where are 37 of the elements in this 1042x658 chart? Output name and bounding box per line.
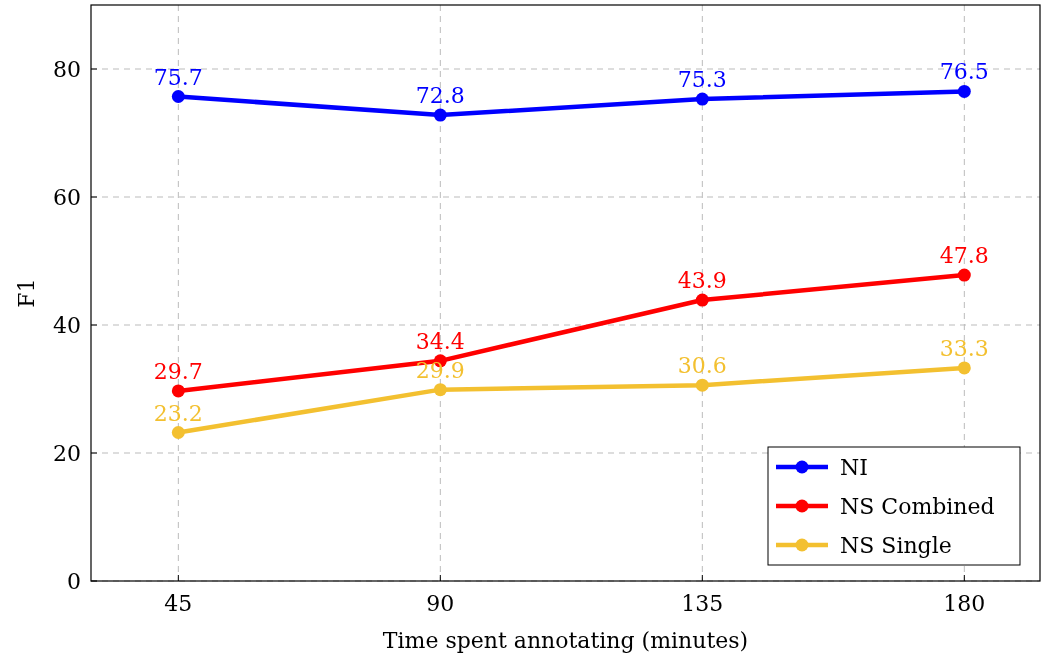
point — [695, 378, 709, 392]
data-label: 23.2 — [153, 400, 203, 426]
data-label: 33.3 — [939, 335, 989, 361]
x-tick-label: 135 — [681, 591, 724, 616]
x-tick-label: 45 — [164, 591, 193, 616]
point — [171, 426, 185, 440]
x-tick-label: 90 — [426, 591, 455, 616]
point — [957, 361, 971, 375]
point — [695, 293, 709, 307]
point — [171, 384, 185, 398]
legend-label: NS Combined — [840, 494, 995, 519]
data-label: 29.7 — [153, 358, 203, 384]
point — [433, 383, 447, 397]
data-label: 34.4 — [415, 328, 465, 354]
data-label: 29.9 — [415, 357, 465, 383]
data-label: 72.8 — [415, 83, 465, 109]
legend-label: NI — [840, 455, 868, 480]
y-tick-label: 60 — [53, 185, 81, 210]
data-label: 43.9 — [677, 268, 727, 294]
legend-label: NS Single — [840, 533, 952, 558]
point — [957, 268, 971, 282]
x-tick-label: 180 — [943, 591, 986, 616]
y-tick-label: 20 — [53, 441, 81, 466]
y-tick-label: 40 — [53, 313, 81, 338]
data-label: 75.3 — [677, 67, 727, 93]
data-label: 75.7 — [153, 64, 203, 90]
point — [171, 90, 185, 104]
data-label: 76.5 — [939, 59, 989, 85]
data-label: 30.6 — [677, 353, 727, 379]
y-axis-title: F1 — [14, 278, 39, 308]
point — [957, 84, 971, 98]
y-tick-label: 0 — [67, 569, 81, 594]
x-axis-title: Time spent annotating (minutes) — [382, 628, 749, 653]
point — [433, 108, 447, 122]
y-tick-label: 80 — [53, 57, 81, 82]
data-label: 47.8 — [939, 243, 989, 269]
point — [695, 92, 709, 106]
